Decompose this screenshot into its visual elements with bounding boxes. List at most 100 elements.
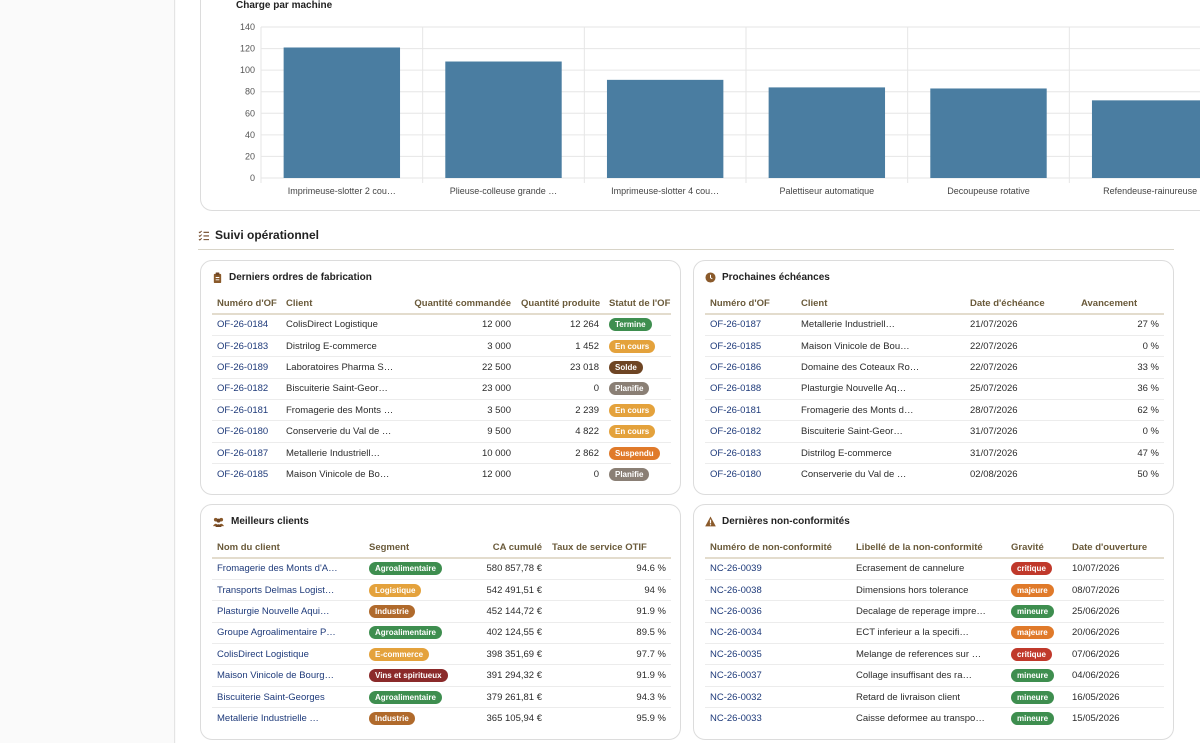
table-row[interactable]: OF-26-0187 Metallerie Industriell… 21/07/2…	[705, 314, 1164, 336]
table-row[interactable]: Plasturgie Nouvelle Aqui… Industrie 452 14…	[212, 600, 671, 623]
table-row[interactable]: NC-26-0034 ECT inferieur a la specifi… maj…	[705, 622, 1164, 645]
table-row[interactable]: OF-26-0185 Maison Vinicole de Bou… 12 000 0…	[212, 464, 671, 485]
segment-badge: Agroalimentaire	[369, 690, 442, 704]
client-name-link[interactable]: Transports Delmas Logist…	[212, 579, 364, 602]
col-header[interactable]: Numéro de non-conformité	[705, 538, 851, 559]
client-cell: Fromagerie des Monts d…	[281, 399, 399, 422]
of-number-link[interactable]: OF-26-0181	[705, 399, 796, 422]
of-number-link[interactable]: OF-26-0180	[212, 420, 281, 443]
col-header[interactable]: Taux de service OTIF	[547, 538, 671, 559]
col-header[interactable]: Nom du client	[212, 538, 364, 559]
of-number-link[interactable]: OF-26-0183	[705, 442, 796, 465]
table-row[interactable]: ColisDirect Logistique E-commerce 398 351,…	[212, 643, 671, 666]
table-row[interactable]: OF-26-0189 Laboratoires Pharma Sa… 22 500 2…	[212, 356, 671, 379]
nonconformities-panel-header: Dernières non-conformités	[705, 516, 850, 527]
col-header[interactable]: Gravité	[1006, 538, 1067, 559]
table-row[interactable]: NC-26-0038 Dimensions hors tolerance majeu…	[705, 579, 1164, 602]
col-header[interactable]: Quantité commandée	[399, 294, 516, 315]
table-row[interactable]: OF-26-0183 Distrilog E-commerce 3 000 1 452…	[212, 335, 671, 358]
of-number-link[interactable]: OF-26-0180	[710, 469, 762, 481]
col-header[interactable]: CA cumulé	[471, 538, 547, 559]
col-header[interactable]: Quantité produite	[516, 294, 604, 315]
revenue-cell: 398 351,69 €	[471, 643, 547, 666]
progress-cell: 33 %	[1076, 356, 1164, 379]
nc-number-link[interactable]: NC-26-0038	[705, 579, 851, 602]
table-row[interactable]: Groupe Agroalimentaire P… Agroalimentaire…	[212, 622, 671, 645]
table-row[interactable]: OF-26-0180 Conserverie du Val de … 9 500 4 …	[212, 420, 671, 443]
qty-ordered-cell: 3 000	[399, 335, 516, 358]
col-header[interactable]: Avancement	[1076, 294, 1164, 315]
table-row[interactable]: NC-26-0039 Ecrasement de cannelure critiqu…	[705, 558, 1164, 580]
table-row[interactable]: NC-26-0032 Retard de livraison client mine…	[705, 686, 1164, 709]
of-number-link[interactable]: OF-26-0189	[212, 356, 281, 379]
table-row[interactable]: OF-26-0187 Metallerie Industriell… 10 000 2…	[212, 442, 671, 465]
table-row[interactable]: Maison Vinicole de Bourg… Vins et spiritu…	[212, 664, 671, 687]
table-row[interactable]: OF-26-0182 Biscuiterie Saint-Geor… 31/07/2…	[705, 420, 1164, 443]
of-number-link[interactable]: OF-26-0183	[212, 335, 281, 358]
col-header[interactable]: Client	[281, 294, 399, 315]
col-header[interactable]: Client	[796, 294, 965, 315]
of-number-link[interactable]: OF-26-0184	[212, 314, 281, 336]
open-date-cell: 08/07/2026	[1067, 579, 1164, 602]
main-content: Charge par machine 0 20 40 60 80 100 120 140 Imp…	[176, 0, 1200, 743]
section-title: Suivi opérationnel	[215, 228, 320, 242]
of-number-link[interactable]: OF-26-0182	[705, 420, 796, 443]
nc-number-link[interactable]: NC-26-0032	[705, 686, 851, 709]
severity-cell: majeure	[1006, 579, 1067, 602]
nc-number-link[interactable]: NC-26-0034	[705, 622, 851, 645]
table-row[interactable]: OF-26-0180 Conserverie du Val de … 02/08/2…	[705, 464, 1164, 485]
nc-number-link[interactable]: NC-26-0037	[705, 664, 851, 687]
col-header[interactable]: Date d'ouverture	[1067, 538, 1164, 559]
of-number-link[interactable]: OF-26-0187	[705, 314, 796, 336]
segment-badge: Industrie	[369, 604, 415, 618]
table-row[interactable]: OF-26-0186 Domaine des Coteaux Ro… 22/07/2…	[705, 356, 1164, 379]
nc-number-link[interactable]: NC-26-0036	[705, 600, 851, 623]
table-row[interactable]: Transports Delmas Logist… Logistique 542 4…	[212, 579, 671, 602]
status-cell: En cours	[604, 399, 671, 422]
table-row[interactable]: OF-26-0182 Biscuiterie Saint-Geor… 23 000 0…	[212, 378, 671, 401]
nc-number-link[interactable]: NC-26-0035	[705, 643, 851, 666]
client-name-link[interactable]: Biscuiterie Saint-Georges	[212, 686, 364, 709]
table-row[interactable]: NC-26-0035 Melange de references sur … cri…	[705, 643, 1164, 666]
client-name-link[interactable]: Plasturgie Nouvelle Aqui…	[212, 600, 364, 623]
of-number-link[interactable]: OF-26-0185	[705, 335, 796, 358]
table-row[interactable]: OF-26-0181 Fromagerie des Monts d… 28/07/2…	[705, 399, 1164, 422]
client-name-link[interactable]: Metallerie Industrielle …	[217, 713, 319, 725]
table-row[interactable]: NC-26-0036 Decalage de reperage impre… min…	[705, 600, 1164, 623]
of-number-link[interactable]: OF-26-0187	[212, 442, 281, 465]
of-number-link[interactable]: OF-26-0186	[705, 356, 796, 379]
of-number-link[interactable]: OF-26-0182	[212, 378, 281, 401]
col-header[interactable]: Date d'échéance	[965, 294, 1076, 315]
table-row[interactable]: OF-26-0183 Distrilog E-commerce 31/07/2026…	[705, 442, 1164, 465]
client-name-link[interactable]: Groupe Agroalimentaire P…	[212, 622, 364, 645]
table-row[interactable]: Metallerie Industrielle … Industrie 365 10…	[212, 708, 671, 729]
table-row[interactable]: OF-26-0185 Maison Vinicole de Bou… 22/07/2…	[705, 335, 1164, 358]
table-row[interactable]: NC-26-0037 Collage insuffisant des ra… min…	[705, 664, 1164, 687]
of-number-link[interactable]: OF-26-0181	[212, 399, 281, 422]
client-name-link[interactable]: Fromagerie des Monts d'A…	[212, 558, 364, 580]
of-number-link[interactable]: OF-26-0185	[217, 469, 269, 481]
nc-number-link[interactable]: NC-26-0039	[705, 558, 851, 580]
nonconformities-panel: Dernières non-conformités Numéro de non-…	[693, 504, 1174, 740]
col-header[interactable]: Segment	[364, 538, 471, 559]
col-header[interactable]: Numéro d'OF	[212, 294, 281, 315]
table-row[interactable]: NC-26-0033 Caisse deformee au transpo… min…	[705, 708, 1164, 729]
table-row[interactable]: OF-26-0181 Fromagerie des Monts d… 3 500 2 …	[212, 399, 671, 422]
nc-label-cell: Melange de references sur …	[851, 643, 1006, 666]
col-header[interactable]: Libellé de la non-conformité	[851, 538, 1006, 559]
col-header[interactable]: Numéro d'OF	[705, 294, 796, 315]
table-row[interactable]: OF-26-0188 Plasturgie Nouvelle Aq… 25/07/2…	[705, 378, 1164, 401]
qty-ordered-cell: 23 000	[399, 378, 516, 401]
qty-produced-cell: 0	[516, 378, 604, 401]
of-number-link[interactable]: OF-26-0188	[705, 378, 796, 401]
table-row[interactable]: Fromagerie des Monts d'A… Agroalimentaire…	[212, 558, 671, 580]
client-name-link[interactable]: Maison Vinicole de Bourg…	[212, 664, 364, 687]
segment-cell: Vins et spiritueux	[364, 664, 471, 687]
client-name-link[interactable]: ColisDirect Logistique	[212, 643, 364, 666]
otif-cell: 89.5 %	[547, 622, 671, 645]
revenue-cell: 452 144,72 €	[471, 600, 547, 623]
col-header[interactable]: Statut de l'OF	[604, 294, 671, 315]
table-row[interactable]: OF-26-0184 ColisDirect Logistique 12 000 12…	[212, 314, 671, 336]
table-row[interactable]: Biscuiterie Saint-Georges Agroalimentaire…	[212, 686, 671, 709]
nc-number-link[interactable]: NC-26-0033	[710, 713, 762, 725]
